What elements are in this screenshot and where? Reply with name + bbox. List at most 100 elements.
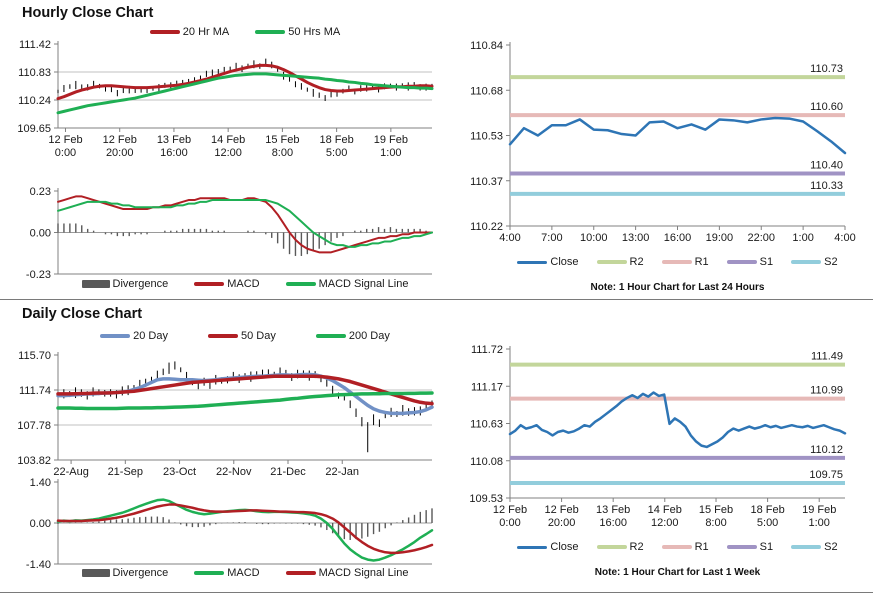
daily-section-title: Daily Close Chart: [22, 306, 143, 322]
legend-item: MACD Signal Line: [285, 278, 409, 290]
legend-line-swatch-icon: [726, 260, 757, 264]
hourly-pivot-legend: Close R2 R1 S1 S2: [510, 256, 845, 268]
svg-text:111.17: 111.17: [471, 381, 503, 393]
legend-line-swatch-icon: [255, 30, 286, 34]
legend-line-swatch-icon: [791, 260, 822, 264]
svg-text:0:00: 0:00: [55, 147, 76, 159]
legend-item: Close: [517, 541, 579, 553]
hourly-macd-chart: 0.23 0.00 -0.23: [26, 186, 433, 281]
legend-line-swatch-icon: [661, 545, 692, 549]
svg-text:16:00: 16:00: [160, 147, 188, 159]
legend-label: Divergence: [112, 567, 169, 579]
svg-text:115.70: 115.70: [18, 350, 51, 362]
svg-text:110.40: 110.40: [810, 159, 843, 171]
legend-item: 50 Day: [208, 330, 276, 342]
svg-text:18 Feb: 18 Feb: [320, 134, 354, 146]
legend-label: 50 Hrs MA: [288, 26, 341, 38]
legend-label: Close: [550, 256, 579, 268]
hourly-section-title: Hourly Close Chart: [22, 5, 154, 21]
svg-text:19 Feb: 19 Feb: [802, 504, 836, 516]
legend-line-swatch-icon: [149, 30, 180, 34]
svg-text:16:00: 16:00: [664, 232, 692, 244]
svg-text:12 Feb: 12 Feb: [103, 134, 137, 146]
legend-label: Divergence: [112, 278, 169, 290]
svg-text:111.42: 111.42: [19, 39, 51, 51]
svg-text:22-Jan: 22-Jan: [325, 466, 359, 478]
legend-line-swatch-icon: [208, 334, 238, 338]
svg-text:0.00: 0.00: [30, 518, 51, 530]
svg-text:111.49: 111.49: [811, 351, 843, 363]
legend-line-swatch-icon: [726, 545, 757, 549]
svg-text:109.75: 109.75: [809, 469, 843, 481]
daily-price-legend: 20 Day 50 Day 200 Day: [58, 330, 432, 342]
legend-label: R2: [629, 256, 644, 268]
legend-item: 20 Hr MA: [149, 26, 230, 38]
svg-text:110.37: 110.37: [470, 176, 503, 188]
svg-text:110.99: 110.99: [810, 385, 843, 397]
svg-text:110.73: 110.73: [810, 63, 843, 75]
svg-text:22-Aug: 22-Aug: [53, 466, 88, 478]
legend-label: R1: [694, 541, 709, 553]
hourly-price-legend: 20 Hr MA 50 Hrs MA: [58, 26, 432, 38]
legend-label: MACD Signal Line: [318, 278, 409, 290]
svg-text:21-Sep: 21-Sep: [108, 466, 143, 478]
legend-label: MACD: [227, 567, 260, 579]
svg-text:15 Feb: 15 Feb: [265, 134, 299, 146]
daily-macd-legend: Divergence MACD MACD Signal Line: [58, 567, 432, 579]
svg-text:20:00: 20:00: [106, 147, 134, 159]
svg-text:14 Feb: 14 Feb: [211, 134, 245, 146]
svg-text:7:00: 7:00: [541, 232, 562, 244]
legend-line-swatch-icon: [517, 545, 548, 549]
svg-text:-0.23: -0.23: [26, 269, 51, 281]
svg-text:22-Nov: 22-Nov: [216, 466, 252, 478]
svg-text:110.84: 110.84: [470, 40, 503, 52]
legend-line-swatch-icon: [315, 334, 346, 338]
hourly-macd-legend: Divergence MACD MACD Signal Line: [58, 278, 432, 290]
legend-item: R2: [596, 256, 644, 268]
legend-label: MACD Signal Line: [318, 567, 409, 579]
legend-item: Divergence: [81, 567, 169, 579]
svg-text:110.12: 110.12: [810, 444, 843, 456]
legend-line-swatch-icon: [100, 334, 131, 338]
svg-text:19:00: 19:00: [706, 232, 734, 244]
svg-text:110.53: 110.53: [470, 131, 503, 143]
legend-label: R2: [629, 541, 644, 553]
svg-text:5:00: 5:00: [757, 517, 778, 529]
svg-text:22:00: 22:00: [747, 232, 775, 244]
svg-text:12 Feb: 12 Feb: [493, 504, 527, 516]
legend-item: MACD: [194, 567, 260, 579]
legend-bar-swatch-icon: [81, 280, 110, 288]
weekly-pivot-legend: Close R2 R1 S1 S2: [510, 541, 845, 553]
weekly-pivot-note: Note: 1 Hour Chart for Last 1 Week: [594, 567, 761, 578]
legend-line-swatch-icon: [596, 260, 627, 264]
daily-macd-chart: 1.40 0.00 -1.40: [26, 477, 434, 571]
legend-item: R1: [661, 256, 709, 268]
legend-label: Close: [550, 541, 579, 553]
legend-line-swatch-icon: [596, 545, 627, 549]
svg-text:5:00: 5:00: [326, 147, 347, 159]
legend-item: Divergence: [81, 278, 169, 290]
svg-text:12:00: 12:00: [651, 517, 679, 529]
svg-text:0.00: 0.00: [30, 228, 51, 240]
legend-label: R1: [694, 256, 709, 268]
svg-text:20:00: 20:00: [548, 517, 576, 529]
legend-item: MACD: [194, 278, 260, 290]
svg-text:12:00: 12:00: [214, 147, 242, 159]
legend-line-swatch-icon: [194, 282, 225, 286]
svg-text:110.22: 110.22: [470, 221, 503, 233]
hourly-pivot-note: Note: 1 Hour Chart for Last 24 Hours: [590, 282, 765, 293]
legend-line-swatch-icon: [285, 571, 316, 575]
legend-label: 20 Day: [133, 330, 168, 342]
legend-line-swatch-icon: [285, 282, 316, 286]
svg-text:1:00: 1:00: [380, 147, 401, 159]
svg-text:107.78: 107.78: [17, 420, 51, 432]
legend-item: S2: [791, 256, 838, 268]
svg-text:1:00: 1:00: [808, 517, 829, 529]
legend-label: 20 Hr MA: [182, 26, 230, 38]
svg-text:14 Feb: 14 Feb: [648, 504, 682, 516]
legend-label: S1: [759, 541, 774, 553]
